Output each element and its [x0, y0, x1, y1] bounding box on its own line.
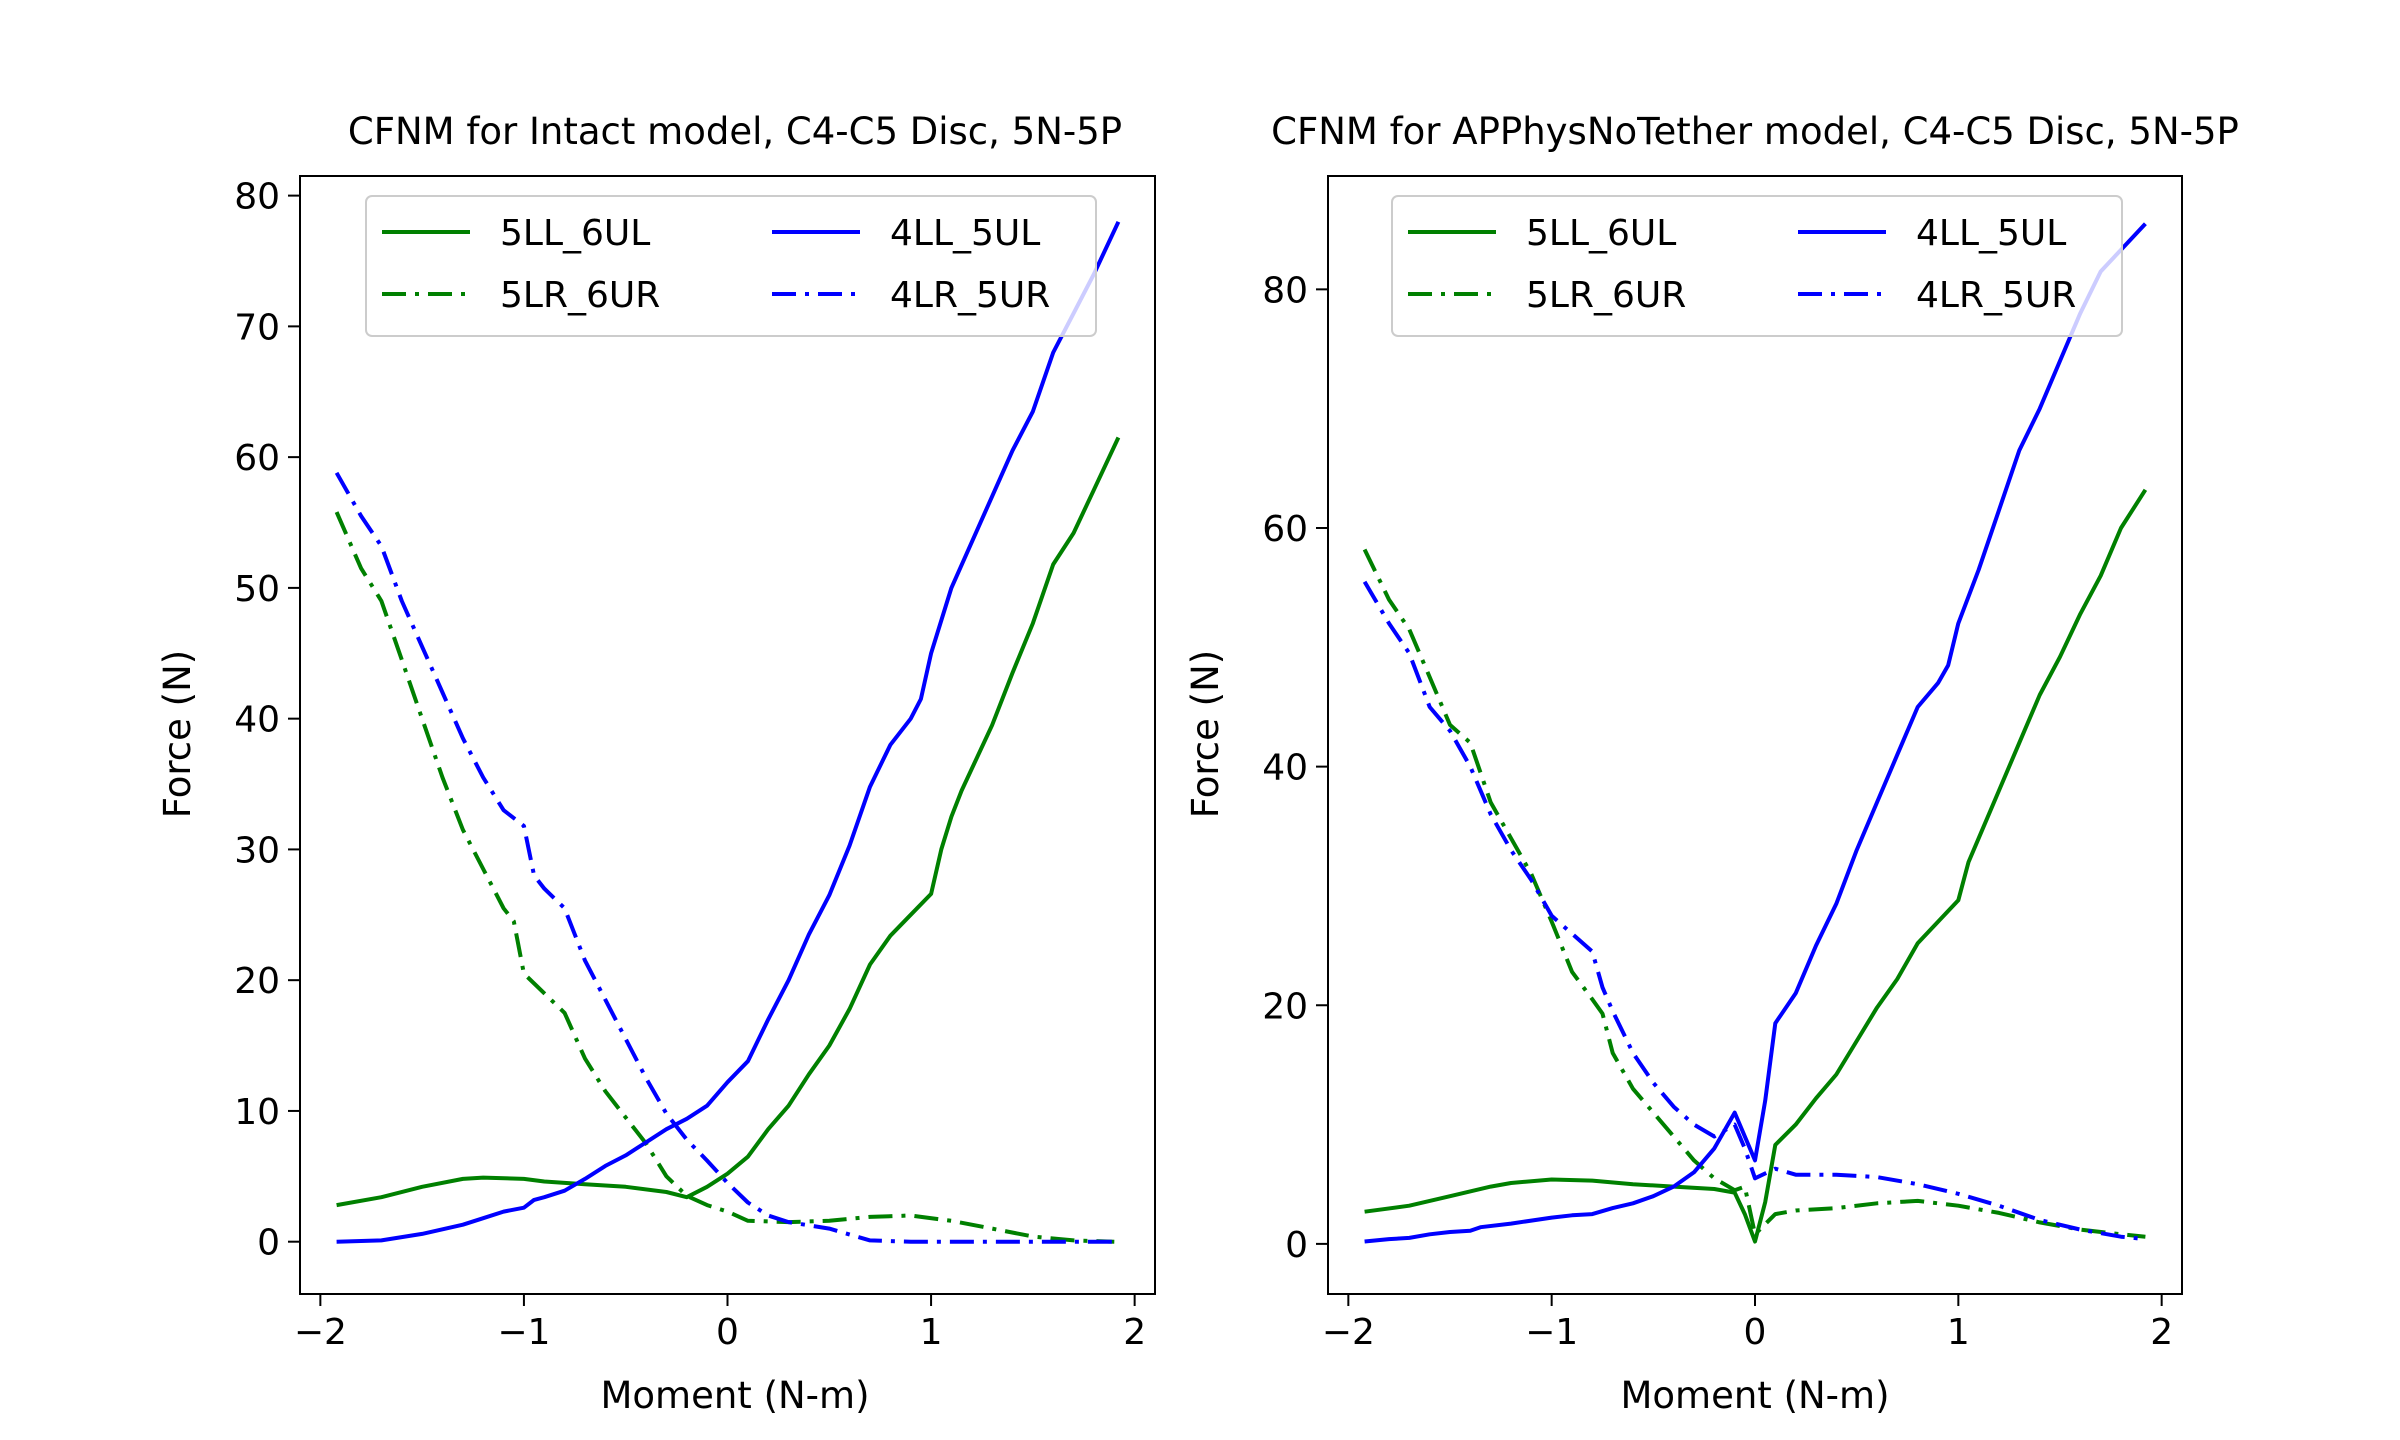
- x-tick-label: 1: [920, 1312, 943, 1353]
- x-tick-label: 2: [2150, 1312, 2173, 1353]
- y-axis-label: Force (N): [1184, 650, 1227, 818]
- series-line-5ll-6ul: [336, 436, 1121, 1208]
- x-tick-label: 1: [1947, 1312, 1970, 1353]
- y-tick-label: 80: [234, 177, 280, 218]
- x-tick-label: −2: [1322, 1312, 1375, 1353]
- plot-frame: [299, 175, 1156, 1295]
- chart-intact-model: CFNM for Intact model, C4-C5 Disc, 5N-5P…: [156, 110, 1156, 1417]
- y-tick-label: 0: [1285, 1225, 1308, 1266]
- x-tick-label: −2: [294, 1312, 347, 1353]
- series-line-4lr-5ur: [334, 471, 1115, 1244]
- series-line-5lr-6ur: [334, 511, 1115, 1244]
- chart-title: CFNM for Intact model, C4-C5 Disc, 5N-5P: [348, 110, 1122, 153]
- y-tick-label: 80: [1262, 270, 1308, 311]
- legend: 5LL_6UL 5LR_6UR 4LL_5UL 4LR_5UR: [365, 195, 1097, 337]
- x-tick-label: 0: [716, 1312, 739, 1353]
- plot-lines: [334, 220, 1121, 1244]
- legend-label: 5LL_6UL: [1526, 213, 1676, 254]
- y-tick-label: 0: [257, 1223, 280, 1264]
- y-tick-label: 20: [1262, 986, 1308, 1027]
- y-tick-label: 70: [234, 307, 280, 348]
- y-tick-label: 40: [1262, 748, 1308, 789]
- legend-label: 5LR_6UR: [500, 275, 660, 316]
- y-tick-label: 50: [234, 569, 280, 610]
- y-axis-label: Force (N): [156, 650, 199, 818]
- chart-apphysnotether-model: CFNM for APPhysNoTether model, C4-C5 Dis…: [1184, 110, 2239, 1417]
- legend-label: 5LR_6UR: [1526, 275, 1686, 316]
- chart-title: CFNM for APPhysNoTether model, C4-C5 Dis…: [1271, 110, 2239, 153]
- y-tick-label: 60: [1262, 509, 1308, 550]
- x-axis-label: Moment (N-m): [1620, 1374, 1889, 1417]
- plot-lines: [1362, 222, 2148, 1244]
- series-line-4ll-5ul: [1364, 222, 2147, 1244]
- legend-label: 4LR_5UR: [890, 275, 1050, 316]
- series-line-4lr-5ur: [1362, 580, 2146, 1242]
- legend-box: [365, 195, 1097, 337]
- series-line-5ll-6ul: [1364, 488, 2148, 1244]
- y-tick-label: 40: [234, 700, 280, 741]
- series-line-4ll-5ul: [336, 220, 1121, 1244]
- legend-label: 4LR_5UR: [1916, 275, 2076, 316]
- legend-label: 4LL_5UL: [1916, 213, 2066, 254]
- legend-box: [1391, 195, 2123, 337]
- y-tick-label: 20: [234, 961, 280, 1002]
- y-tick-label: 30: [234, 830, 280, 871]
- y-tick-label: 60: [234, 438, 280, 479]
- plot-frame: [1327, 175, 2183, 1295]
- x-tick-label: −1: [497, 1312, 550, 1353]
- x-axis-label: Moment (N-m): [600, 1374, 869, 1417]
- x-tick-label: −1: [1525, 1312, 1578, 1353]
- legend: 5LL_6UL 5LR_6UR 4LL_5UL 4LR_5UR: [1391, 195, 2123, 337]
- x-tick-label: 2: [1123, 1312, 1146, 1353]
- x-tick-label: 0: [1744, 1312, 1767, 1353]
- legend-label: 5LL_6UL: [500, 213, 650, 254]
- legend-label: 4LL_5UL: [890, 213, 1040, 254]
- y-tick-label: 10: [234, 1092, 280, 1133]
- series-line-5lr-6ur: [1362, 548, 2146, 1239]
